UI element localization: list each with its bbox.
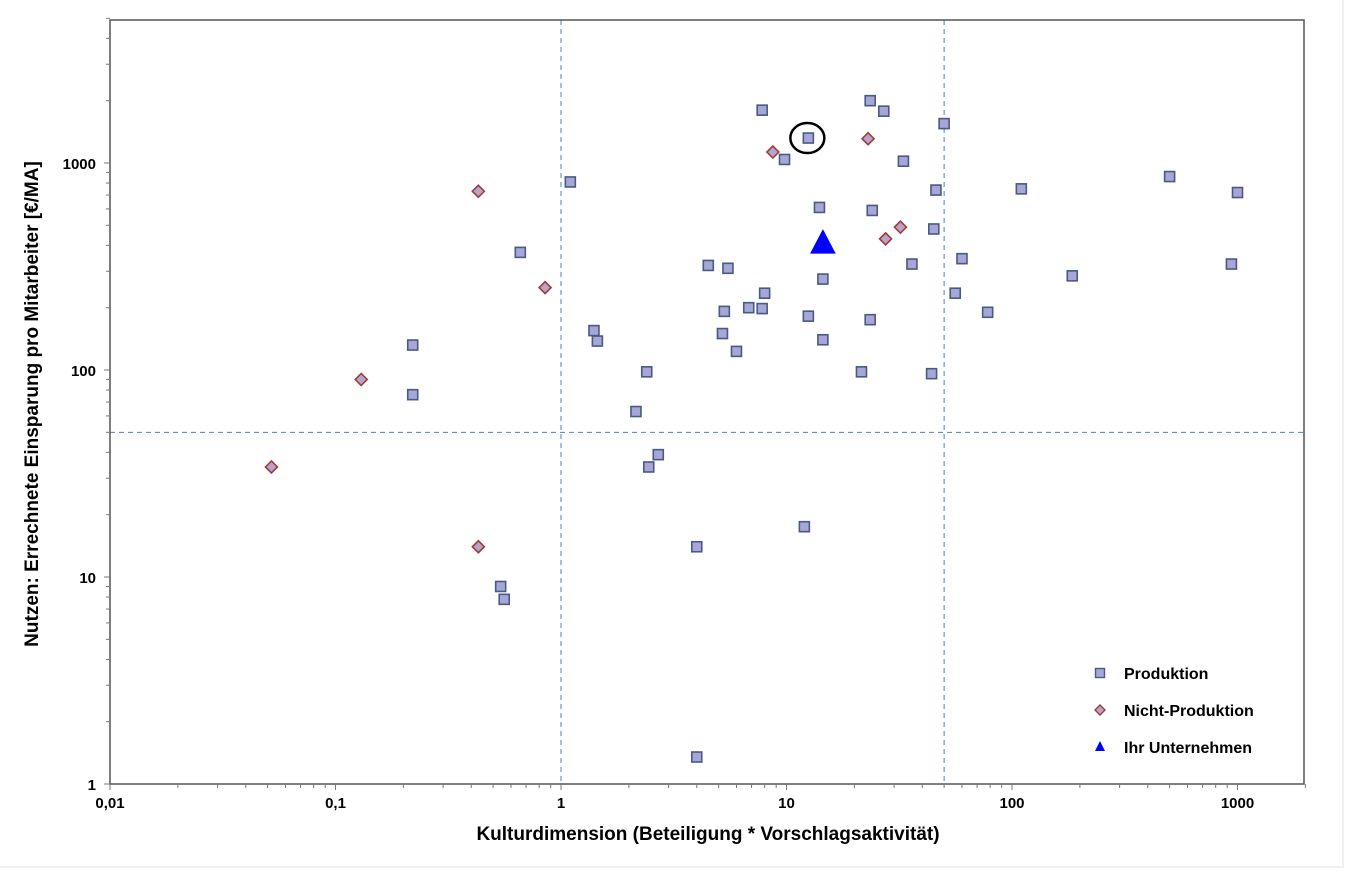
x-axis-label: Kulturdimension (Beteiligung * Vorschlag… <box>476 824 939 845</box>
data-point <box>756 302 768 315</box>
x-tick-label: 1000 <box>1221 795 1254 812</box>
data-point <box>640 366 653 378</box>
data-point <box>1225 258 1238 270</box>
data-point <box>938 117 950 130</box>
data-point <box>690 751 703 763</box>
data-point <box>956 252 968 265</box>
data-point <box>718 305 731 318</box>
series-ihr-unternehmen <box>810 229 836 254</box>
data-point <box>354 372 369 387</box>
hand-drawn-circle-annotation <box>789 121 826 155</box>
data-point <box>537 280 553 295</box>
data-point <box>264 459 279 475</box>
data-point <box>860 131 876 146</box>
x-tick-label: 10 <box>778 795 795 812</box>
data-point <box>778 153 791 166</box>
data-point <box>498 593 511 606</box>
data-point <box>981 306 994 319</box>
data-point <box>1163 170 1176 183</box>
data-point <box>471 184 486 199</box>
data-point <box>802 310 815 322</box>
y-tick-label: 1 <box>88 777 96 794</box>
data-point <box>756 104 768 116</box>
series-produktion <box>406 94 1244 763</box>
data-point <box>878 231 893 247</box>
series-nicht-produktion <box>264 131 908 554</box>
data-point <box>906 258 918 270</box>
data-point <box>1231 186 1244 199</box>
data-point <box>855 366 868 378</box>
data-point <box>949 287 962 299</box>
data-point <box>652 448 665 461</box>
data-point <box>927 223 940 235</box>
data-point <box>866 204 879 217</box>
data-point <box>817 273 829 285</box>
data-point <box>591 335 604 347</box>
data-point <box>564 176 577 188</box>
data-point <box>864 313 876 326</box>
data-point <box>798 520 811 533</box>
data-point <box>925 367 938 380</box>
data-points <box>264 94 1244 763</box>
data-point <box>817 333 829 346</box>
legend: Produktion Nicht-Produktion Ihr Unternehme… <box>1094 666 1254 757</box>
data-point <box>1066 270 1079 282</box>
data-point <box>514 246 527 259</box>
data-point <box>765 144 780 160</box>
data-point <box>802 132 815 144</box>
axes: 0,01 0,1 1 10 100 1000 1 10 100 1000 <box>63 17 1306 812</box>
data-point <box>406 339 419 351</box>
legend-label: Nicht-Produktion <box>1124 703 1254 720</box>
y-tick-label: 1000 <box>63 156 96 173</box>
data-point <box>642 461 655 473</box>
data-point <box>722 262 734 275</box>
x-tick-label: 0,01 <box>95 795 124 812</box>
data-point <box>406 388 419 401</box>
data-point <box>716 327 729 340</box>
data-point <box>758 287 771 299</box>
data-point <box>897 155 910 168</box>
data-point <box>730 345 743 358</box>
y-tick-label: 10 <box>79 570 96 587</box>
data-point <box>494 580 507 593</box>
y-axis-label: Nutzen: Errechnete Einsparung pro Mitarb… <box>22 161 43 647</box>
annotations <box>789 121 826 155</box>
data-point <box>810 229 836 254</box>
legend-triangle-icon <box>1095 741 1105 751</box>
data-point <box>702 259 715 272</box>
data-point <box>630 405 642 418</box>
data-point <box>813 201 826 214</box>
legend-label: Produktion <box>1124 666 1208 683</box>
x-tick-label: 0,1 <box>325 795 346 812</box>
legend-label: Ihr Unternehmen <box>1124 740 1252 757</box>
legend-square-icon <box>1094 667 1106 679</box>
data-point <box>1015 183 1028 195</box>
data-point <box>471 539 486 554</box>
data-point <box>930 184 942 196</box>
y-tick-label: 100 <box>71 363 96 380</box>
x-tick-label: 1 <box>557 795 565 812</box>
reference-lines <box>110 20 1304 784</box>
data-point <box>893 219 908 235</box>
data-point <box>690 540 703 553</box>
data-point <box>742 301 755 314</box>
data-point <box>864 94 876 107</box>
legend-diamond-icon <box>1094 704 1106 716</box>
data-point <box>877 105 890 117</box>
x-tick-label: 100 <box>999 795 1024 812</box>
